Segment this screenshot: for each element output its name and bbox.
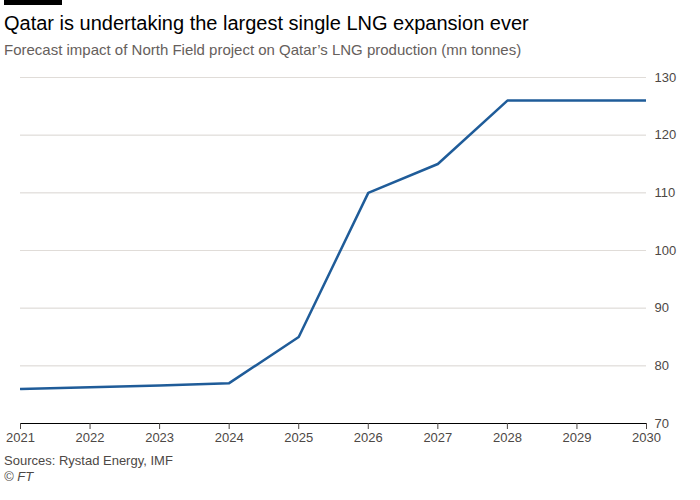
html-text:Forecast impact of North Field: Forecast impact of North Field project o… xyxy=(4,41,522,58)
svg-text:2029: 2029 xyxy=(562,430,591,445)
svg-text:90: 90 xyxy=(655,300,669,315)
svg-text:130: 130 xyxy=(655,70,677,85)
svg-text:2027: 2027 xyxy=(423,430,452,445)
svg-text:2023: 2023 xyxy=(145,430,174,445)
svg-text:2025: 2025 xyxy=(284,430,313,445)
html-text:Sources: Rystad Energy, IMF: Sources: Rystad Energy, IMF xyxy=(4,453,173,468)
html-text:Qatar is undertaking the large: Qatar is undertaking the largest single … xyxy=(4,12,529,34)
svg-text:110: 110 xyxy=(655,185,676,200)
svg-text:70: 70 xyxy=(655,416,669,431)
svg-text:2028: 2028 xyxy=(493,430,522,445)
svg-text:2024: 2024 xyxy=(215,430,244,445)
html-text:© FT: © FT xyxy=(4,469,34,484)
svg-text:120: 120 xyxy=(655,127,677,142)
svg-text:2022: 2022 xyxy=(76,430,105,445)
svg-text:2026: 2026 xyxy=(354,430,383,445)
svg-text:100: 100 xyxy=(655,243,677,258)
svg-text:80: 80 xyxy=(655,358,669,373)
svg-text:2021: 2021 xyxy=(6,430,35,445)
svg-text:2030: 2030 xyxy=(632,430,661,445)
